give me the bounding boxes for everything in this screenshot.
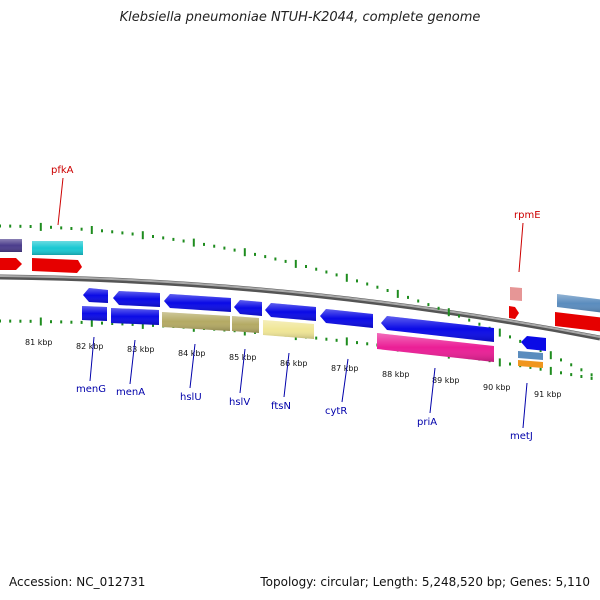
bottom-gene-labels: menG menA hslU hslV ftsN cytR priA metJ	[76, 336, 533, 442]
tick-label: 89 kbp	[432, 376, 460, 385]
pfkA-leader	[57, 177, 64, 226]
metJ-leader	[522, 382, 528, 429]
scale-labels: 81 kbp 82 kbp 83 kbp 84 kbp 85 kbp 86 kb…	[25, 338, 562, 399]
tick-label: 84 kbp	[178, 349, 206, 358]
label-priA: priA	[417, 417, 437, 428]
hslV-leader	[239, 348, 246, 394]
genome-summary-text: Topology: circular; Length: 5,248,520 bp…	[260, 575, 590, 589]
gene-red-pfkA	[32, 258, 82, 273]
menA-leader	[129, 339, 136, 385]
tick-label: 91 kbp	[534, 390, 562, 399]
genome-backbone-highlight	[0, 275, 600, 338]
label-rpmE: rpmE	[514, 210, 541, 221]
menG-leader	[89, 336, 95, 382]
gene-red-rpmE	[509, 306, 519, 319]
label-hslU: hslU	[180, 392, 202, 403]
label-hslV: hslV	[229, 397, 250, 408]
top-strand-genes	[0, 239, 600, 332]
tick-label: 86 kbp	[280, 359, 308, 368]
tick-label: 83 kbp	[127, 345, 155, 354]
tick-label: 90 kbp	[483, 383, 511, 392]
genome-backbone	[0, 274, 600, 341]
genome-title: Klebsiella pneumoniae NTUH-K2044, comple…	[119, 10, 481, 25]
label-cytR: cytR	[325, 406, 347, 417]
label-metJ: metJ	[510, 431, 533, 442]
gene-red-right	[555, 312, 600, 332]
gene-metJ-arrow	[521, 336, 546, 351]
tick-label: 88 kbp	[382, 370, 410, 379]
top-gene-labels: pfkA rpmE	[51, 165, 541, 273]
gene-metJ-steel	[518, 351, 543, 360]
label-ftsN: ftsN	[271, 401, 291, 412]
gene-steel-right-shade	[557, 294, 600, 313]
label-menG: menG	[76, 384, 106, 395]
tick-label: 85 kbp	[229, 353, 257, 362]
hslU-leader	[189, 343, 196, 389]
tick-marks-top	[0, 222, 593, 377]
tick-label: 82 kbp	[76, 342, 104, 351]
gene-gloss	[82, 288, 494, 362]
ftsN-leader	[283, 352, 290, 398]
rpmE-leader	[518, 222, 524, 273]
cytR-leader	[341, 358, 349, 403]
tick-label: 87 kbp	[331, 364, 359, 373]
gene-red-left	[0, 258, 22, 270]
tick-label: 81 kbp	[25, 338, 53, 347]
gene-rpmE	[510, 287, 522, 301]
gene-metJ-orange	[518, 360, 543, 368]
accession-text: Accession: NC_012731	[9, 575, 146, 589]
priA-leader	[429, 367, 436, 414]
label-menA: menA	[116, 387, 145, 398]
gene-pfkA-shade	[32, 241, 83, 255]
gene-purple-left-shade	[0, 239, 22, 252]
label-pfkA: pfkA	[51, 165, 74, 176]
